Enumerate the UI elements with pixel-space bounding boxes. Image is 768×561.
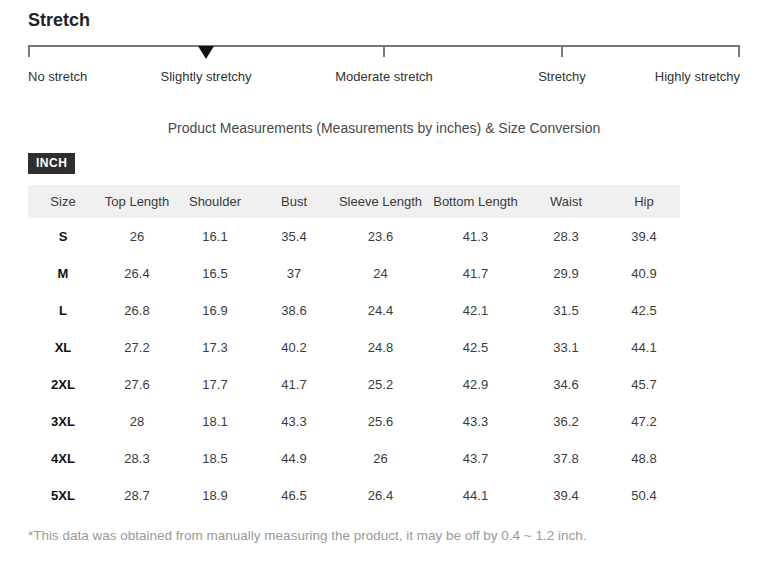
- table-row: L 26.816.938.624.442.131.542.5: [28, 292, 680, 329]
- measurement-cell: 44.1: [427, 477, 524, 514]
- size-label: 4XL: [28, 440, 98, 477]
- column-header-shoulder: Shoulder: [176, 185, 254, 218]
- column-header-bust: Bust: [254, 185, 334, 218]
- measurement-cell: 25.6: [334, 403, 427, 440]
- stretch-scale-label: Stretchy: [538, 69, 586, 84]
- size-label: S: [28, 218, 98, 255]
- stretch-scale-label: Moderate stretch: [335, 69, 433, 84]
- product-measurements-section: Stretch No stretch Slightly stretchy Moder…: [0, 9, 768, 561]
- measurement-cell: 16.5: [176, 255, 254, 292]
- size-label: M: [28, 255, 98, 292]
- measurement-cell: 43.3: [254, 403, 334, 440]
- measurement-cell: 29.9: [524, 255, 608, 292]
- table-header-row: Size Top Length Shoulder Bust Sleeve Len…: [28, 185, 680, 218]
- size-label: L: [28, 292, 98, 329]
- table-row: 5XL 28.718.946.526.444.139.450.4: [28, 477, 680, 514]
- measurement-cell: 36.2: [524, 403, 608, 440]
- measurement-cell: 37.8: [524, 440, 608, 477]
- stretch-scale-label: No stretch: [28, 69, 87, 84]
- measurement-cell: 24.8: [334, 329, 427, 366]
- measurement-cell: 26.8: [98, 292, 176, 329]
- unit-inch-badge[interactable]: INCH: [28, 153, 75, 174]
- measurement-cell: 28.3: [524, 218, 608, 255]
- table-row: XL 27.217.340.224.842.533.144.1: [28, 329, 680, 366]
- table-row: 3XL 2818.143.325.643.336.247.2: [28, 403, 680, 440]
- column-header-top-length: Top Length: [98, 185, 176, 218]
- table-row: 2XL 27.617.741.725.242.934.645.7: [28, 366, 680, 403]
- measurement-cell: 18.9: [176, 477, 254, 514]
- size-label: XL: [28, 329, 98, 366]
- stretch-scale-tick: [738, 47, 740, 57]
- measurement-cell: 27.2: [98, 329, 176, 366]
- measurement-cell: 38.6: [254, 292, 334, 329]
- measurement-cell: 31.5: [524, 292, 608, 329]
- stretch-scale-tick: [383, 47, 385, 57]
- measurement-cell: 42.5: [608, 292, 680, 329]
- measurement-cell: 23.6: [334, 218, 427, 255]
- measurement-cell: 27.6: [98, 366, 176, 403]
- measurement-cell: 26.4: [98, 255, 176, 292]
- measurement-cell: 18.5: [176, 440, 254, 477]
- stretch-heading: Stretch: [28, 9, 740, 31]
- measurement-cell: 42.1: [427, 292, 524, 329]
- measurement-disclaimer: *This data was obtained from manually me…: [28, 528, 740, 543]
- measurement-cell: 17.3: [176, 329, 254, 366]
- measurement-cell: 34.6: [524, 366, 608, 403]
- stretch-scale-tick: [28, 47, 30, 57]
- measurement-cell: 44.1: [608, 329, 680, 366]
- measurement-cell: 28.7: [98, 477, 176, 514]
- size-label: 2XL: [28, 366, 98, 403]
- measurements-title: Product Measurements (Measurements by in…: [0, 120, 768, 136]
- table-row: M 26.416.5372441.729.940.9: [28, 255, 680, 292]
- measurement-cell: 26.4: [334, 477, 427, 514]
- table-row: S 2616.135.423.641.328.339.4: [28, 218, 680, 255]
- measurement-cell: 47.2: [608, 403, 680, 440]
- size-measurements-table: Size Top Length Shoulder Bust Sleeve Len…: [28, 185, 680, 514]
- measurement-cell: 24: [334, 255, 427, 292]
- measurement-cell: 37: [254, 255, 334, 292]
- measurement-cell: 16.1: [176, 218, 254, 255]
- stretch-scale-label: Slightly stretchy: [160, 69, 251, 84]
- measurement-cell: 26: [334, 440, 427, 477]
- measurement-cell: 40.9: [608, 255, 680, 292]
- size-table-body: S 2616.135.423.641.328.339.4 M 26.416.53…: [28, 218, 680, 514]
- measurement-cell: 18.1: [176, 403, 254, 440]
- measurement-cell: 50.4: [608, 477, 680, 514]
- stretch-scale-tick: [561, 47, 563, 57]
- measurement-cell: 43.3: [427, 403, 524, 440]
- measurement-cell: 28.3: [98, 440, 176, 477]
- measurement-cell: 41.7: [427, 255, 524, 292]
- measurement-cell: 26: [98, 218, 176, 255]
- measurement-cell: 16.9: [176, 292, 254, 329]
- measurement-cell: 28: [98, 403, 176, 440]
- size-label: 5XL: [28, 477, 98, 514]
- measurement-cell: 48.8: [608, 440, 680, 477]
- measurement-cell: 44.9: [254, 440, 334, 477]
- table-row: 4XL 28.318.544.92643.737.848.8: [28, 440, 680, 477]
- measurement-cell: 46.5: [254, 477, 334, 514]
- measurement-cell: 40.2: [254, 329, 334, 366]
- measurement-cell: 42.9: [427, 366, 524, 403]
- measurement-cell: 39.4: [608, 218, 680, 255]
- column-header-waist: Waist: [524, 185, 608, 218]
- measurement-cell: 41.7: [254, 366, 334, 403]
- column-header-size: Size: [28, 185, 98, 218]
- measurement-cell: 35.4: [254, 218, 334, 255]
- measurement-cell: 45.7: [608, 366, 680, 403]
- measurement-cell: 39.4: [524, 477, 608, 514]
- column-header-sleeve-length: Sleeve Length: [334, 185, 427, 218]
- measurement-cell: 33.1: [524, 329, 608, 366]
- measurement-cell: 42.5: [427, 329, 524, 366]
- stretch-pointer-icon: [198, 46, 214, 59]
- stretch-scale-label: Highly stretchy: [655, 69, 740, 84]
- measurement-cell: 24.4: [334, 292, 427, 329]
- stretch-scale: No stretch Slightly stretchy Moderate stre…: [28, 45, 740, 85]
- column-header-bottom-length: Bottom Length: [427, 185, 524, 218]
- measurement-cell: 17.7: [176, 366, 254, 403]
- column-header-hip: Hip: [608, 185, 680, 218]
- size-label: 3XL: [28, 403, 98, 440]
- measurement-cell: 25.2: [334, 366, 427, 403]
- measurement-cell: 43.7: [427, 440, 524, 477]
- measurement-cell: 41.3: [427, 218, 524, 255]
